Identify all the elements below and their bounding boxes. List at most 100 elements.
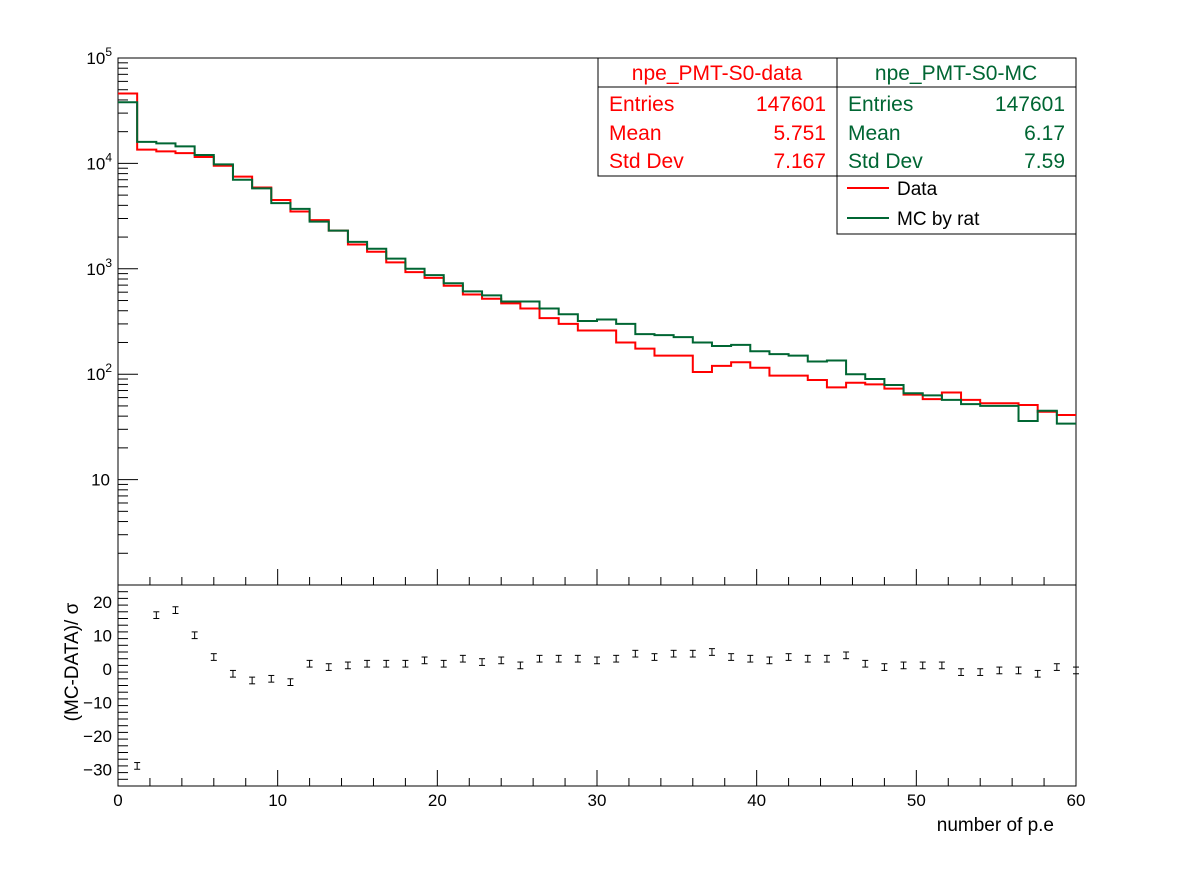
ratio-point	[670, 649, 677, 658]
ratio-point	[900, 661, 907, 670]
ratio-point	[1053, 663, 1060, 671]
y-tick-label: 103	[86, 256, 112, 279]
ratio-point	[747, 654, 754, 663]
stats-data-mean-label: Mean	[609, 122, 662, 145]
y-tick-label: 104	[86, 150, 112, 173]
ratio-point	[958, 668, 965, 676]
ratio-point	[613, 654, 620, 663]
stats-mc-title: npe_PMT-S0-MC	[875, 62, 1037, 85]
stats-data-stddev-label: Std Dev	[609, 150, 684, 173]
ratio-point	[555, 654, 562, 663]
ratio-point	[383, 659, 390, 668]
ratio-point	[306, 659, 313, 668]
lower-x-axis: 0 10 20 30 40 50 60	[113, 770, 1085, 810]
ratio-point	[651, 653, 658, 661]
lower-y-tick-label: −30	[83, 760, 112, 779]
ratio-point	[785, 653, 792, 661]
ratio-point	[287, 678, 294, 686]
ratio-point	[804, 654, 811, 663]
lower-y-tick-label: 20	[93, 593, 112, 612]
stats-box-data: npe_PMT-S0-data Entries 147601 Mean 5.75…	[597, 57, 838, 177]
ratio-point	[536, 654, 543, 663]
ratio-point	[574, 654, 581, 663]
lower-y-tick-label: −20	[83, 727, 112, 746]
ratio-point	[459, 654, 466, 663]
ratio-point	[632, 649, 639, 658]
histogram-mc	[118, 101, 1076, 425]
ratio-point	[862, 659, 869, 668]
legend-label-mc: MC by rat	[897, 209, 980, 230]
ratio-point	[325, 663, 332, 671]
y-tick-label: 10	[91, 471, 110, 490]
ratio-point	[881, 663, 888, 671]
ratio-point	[996, 666, 1003, 675]
x-tick-label: 0	[113, 791, 122, 810]
stats-mc-entries-value: 147601	[995, 93, 1065, 116]
ratio-point	[1073, 666, 1079, 675]
stats-mc-entries-label: Entries	[848, 93, 913, 116]
ratio-point	[1034, 669, 1041, 678]
lower-y-axis-title: (MC-DATA)/ σ	[62, 602, 83, 721]
stats-mc-mean-value: 6.17	[1024, 122, 1065, 145]
stats-mc-stddev-label: Std Dev	[848, 150, 923, 173]
ratio-point	[191, 631, 198, 640]
lower-y-tick-label: −10	[83, 693, 112, 712]
legend: Data MC by rat	[836, 175, 1077, 235]
ratio-point	[498, 656, 505, 665]
y-tick-label: 105	[86, 45, 112, 68]
stats-data-entries-label: Entries	[609, 93, 674, 116]
x-tick-label: 10	[268, 791, 287, 810]
stats-box-data-frame	[597, 57, 838, 177]
stats-data-title: npe_PMT-S0-data	[632, 62, 803, 85]
ratio-point	[440, 659, 447, 668]
stats-data-mean-value: 5.751	[773, 122, 826, 145]
ratio-point	[823, 654, 830, 663]
lower-y-tick-label: 10	[93, 626, 112, 645]
stats-mc-mean-label: Mean	[848, 122, 901, 145]
ratio-point	[134, 762, 141, 770]
ratio-point	[977, 668, 984, 676]
ratio-point	[708, 648, 715, 656]
ratio-point	[843, 651, 850, 660]
ratio-point	[919, 661, 926, 670]
ratio-point	[210, 653, 217, 661]
lower-y-axis: −30 −20 −10 0 10 20	[83, 584, 128, 787]
histogram-series	[118, 92, 1076, 425]
legend-label-data: Data	[897, 179, 938, 200]
ratio-point	[594, 656, 600, 665]
upper-histogram-pad: 10 102 103 104 105 npe_PMT-S0-data Entries 1…	[86, 45, 1077, 586]
stats-box-mc-frame	[836, 57, 1077, 177]
legend-frame	[836, 175, 1077, 235]
ratio-point	[402, 659, 409, 668]
ratio-point	[1015, 666, 1022, 675]
y-tick-label: 102	[86, 361, 112, 384]
ratio-point	[172, 606, 179, 614]
lower-y-tick-label: 0	[103, 660, 112, 679]
stats-mc-stddev-value: 7.59	[1024, 150, 1065, 173]
x-tick-label: 20	[428, 791, 447, 810]
stats-data-stddev-value: 7.167	[773, 150, 826, 173]
ratio-point	[344, 661, 351, 670]
x-tick-label: 60	[1067, 791, 1086, 810]
ratio-point	[153, 611, 160, 619]
stats-box-mc: npe_PMT-S0-MC Entries 147601 Mean 6.17 S…	[836, 57, 1077, 177]
ratio-point	[517, 661, 524, 670]
ratio-point	[229, 669, 236, 678]
ratio-point	[728, 653, 735, 661]
ratio-points	[134, 606, 1079, 770]
ratio-point	[766, 656, 773, 665]
ratio-point	[268, 674, 275, 683]
x-tick-label: 50	[907, 791, 926, 810]
ratio-point	[249, 676, 256, 685]
upper-x-ticks	[117, 569, 1077, 585]
ratio-point	[421, 656, 428, 665]
lower-ratio-pad: −30 −20 −10 0 10 20 0 10 20 30 40 50 60 (MC-DATA)/ …	[62, 584, 1085, 836]
x-tick-label: 40	[747, 791, 766, 810]
ratio-point	[364, 659, 371, 668]
x-tick-label: 30	[588, 791, 607, 810]
ratio-point	[938, 661, 945, 670]
stats-data-entries-value: 147601	[756, 93, 826, 116]
ratio-point	[689, 649, 696, 658]
x-axis-title: number of p.e	[937, 815, 1054, 836]
